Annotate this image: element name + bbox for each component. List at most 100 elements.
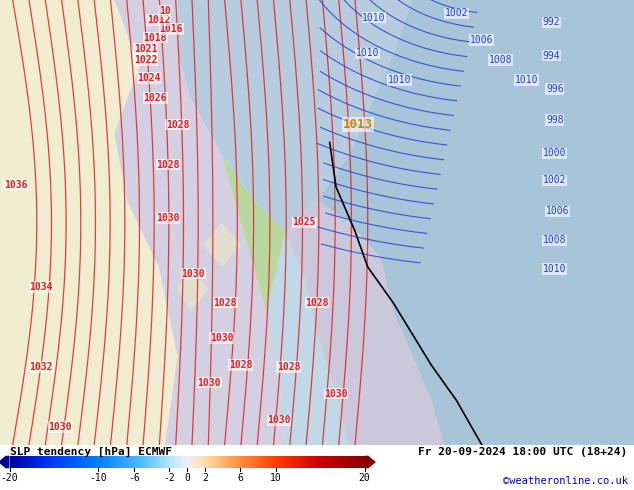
- Bar: [81, 456, 82, 468]
- Bar: [122, 456, 123, 468]
- Bar: [61, 456, 63, 468]
- Bar: [233, 456, 235, 468]
- Bar: [307, 456, 309, 468]
- Bar: [341, 456, 342, 468]
- Bar: [335, 456, 336, 468]
- Bar: [175, 456, 176, 468]
- Bar: [148, 456, 149, 468]
- Bar: [328, 456, 329, 468]
- Bar: [194, 456, 195, 468]
- Bar: [64, 456, 65, 468]
- Bar: [117, 456, 119, 468]
- Text: 996: 996: [546, 84, 564, 94]
- Bar: [76, 456, 77, 468]
- Text: 1010: 1010: [543, 264, 567, 274]
- Bar: [358, 456, 359, 468]
- Bar: [84, 456, 85, 468]
- Bar: [20, 456, 22, 468]
- Bar: [10, 456, 11, 468]
- Bar: [256, 456, 257, 468]
- Text: 1030: 1030: [48, 422, 72, 432]
- Bar: [184, 456, 186, 468]
- Bar: [250, 456, 251, 468]
- Bar: [217, 456, 218, 468]
- Bar: [285, 456, 287, 468]
- Bar: [93, 456, 94, 468]
- Bar: [202, 456, 204, 468]
- Bar: [227, 456, 228, 468]
- Bar: [145, 456, 146, 468]
- Bar: [296, 456, 297, 468]
- Bar: [51, 456, 52, 468]
- Bar: [259, 456, 261, 468]
- Bar: [299, 456, 301, 468]
- Text: 1030: 1030: [181, 269, 205, 279]
- Bar: [269, 456, 270, 468]
- Bar: [94, 456, 96, 468]
- Bar: [332, 456, 333, 468]
- Bar: [228, 456, 230, 468]
- Bar: [103, 456, 104, 468]
- Bar: [205, 456, 206, 468]
- Bar: [348, 456, 349, 468]
- Bar: [190, 456, 191, 468]
- Bar: [287, 456, 288, 468]
- Bar: [277, 456, 278, 468]
- Bar: [323, 456, 325, 468]
- Text: -2: -2: [164, 473, 175, 483]
- Bar: [133, 456, 134, 468]
- Bar: [284, 456, 285, 468]
- Bar: [116, 456, 117, 468]
- Bar: [245, 456, 246, 468]
- Bar: [104, 456, 105, 468]
- Bar: [204, 456, 205, 468]
- Bar: [110, 456, 112, 468]
- Bar: [169, 456, 171, 468]
- Bar: [272, 456, 273, 468]
- Text: 1028: 1028: [276, 362, 301, 372]
- Bar: [238, 456, 239, 468]
- Polygon shape: [178, 0, 412, 231]
- Bar: [38, 456, 39, 468]
- Bar: [165, 456, 167, 468]
- Bar: [251, 456, 252, 468]
- Bar: [49, 456, 51, 468]
- Bar: [171, 456, 172, 468]
- Bar: [134, 456, 135, 468]
- Bar: [329, 456, 330, 468]
- Bar: [306, 456, 307, 468]
- Bar: [79, 456, 81, 468]
- Text: 2: 2: [202, 473, 208, 483]
- Bar: [220, 456, 221, 468]
- Text: 1028: 1028: [213, 297, 237, 308]
- Bar: [232, 456, 233, 468]
- Bar: [96, 456, 97, 468]
- Text: 0: 0: [184, 473, 190, 483]
- Bar: [289, 456, 290, 468]
- Bar: [98, 456, 100, 468]
- Text: 1028: 1028: [156, 160, 180, 170]
- Bar: [154, 456, 155, 468]
- Text: 1010: 1010: [387, 75, 411, 85]
- Bar: [258, 456, 259, 468]
- Bar: [138, 456, 139, 468]
- Bar: [22, 456, 23, 468]
- Text: 6: 6: [237, 473, 243, 483]
- Bar: [129, 456, 130, 468]
- Text: 1012: 1012: [146, 15, 171, 25]
- Polygon shape: [178, 267, 209, 312]
- Bar: [362, 456, 363, 468]
- Bar: [100, 456, 101, 468]
- Polygon shape: [203, 222, 241, 267]
- Text: 1018: 1018: [143, 33, 167, 43]
- Bar: [219, 456, 220, 468]
- Bar: [83, 456, 84, 468]
- Text: 1025: 1025: [292, 218, 316, 227]
- Bar: [109, 456, 110, 468]
- Bar: [37, 456, 38, 468]
- Text: 1026: 1026: [143, 93, 167, 103]
- Bar: [36, 456, 37, 468]
- Bar: [119, 456, 120, 468]
- Text: 1032: 1032: [29, 362, 53, 372]
- Bar: [246, 456, 247, 468]
